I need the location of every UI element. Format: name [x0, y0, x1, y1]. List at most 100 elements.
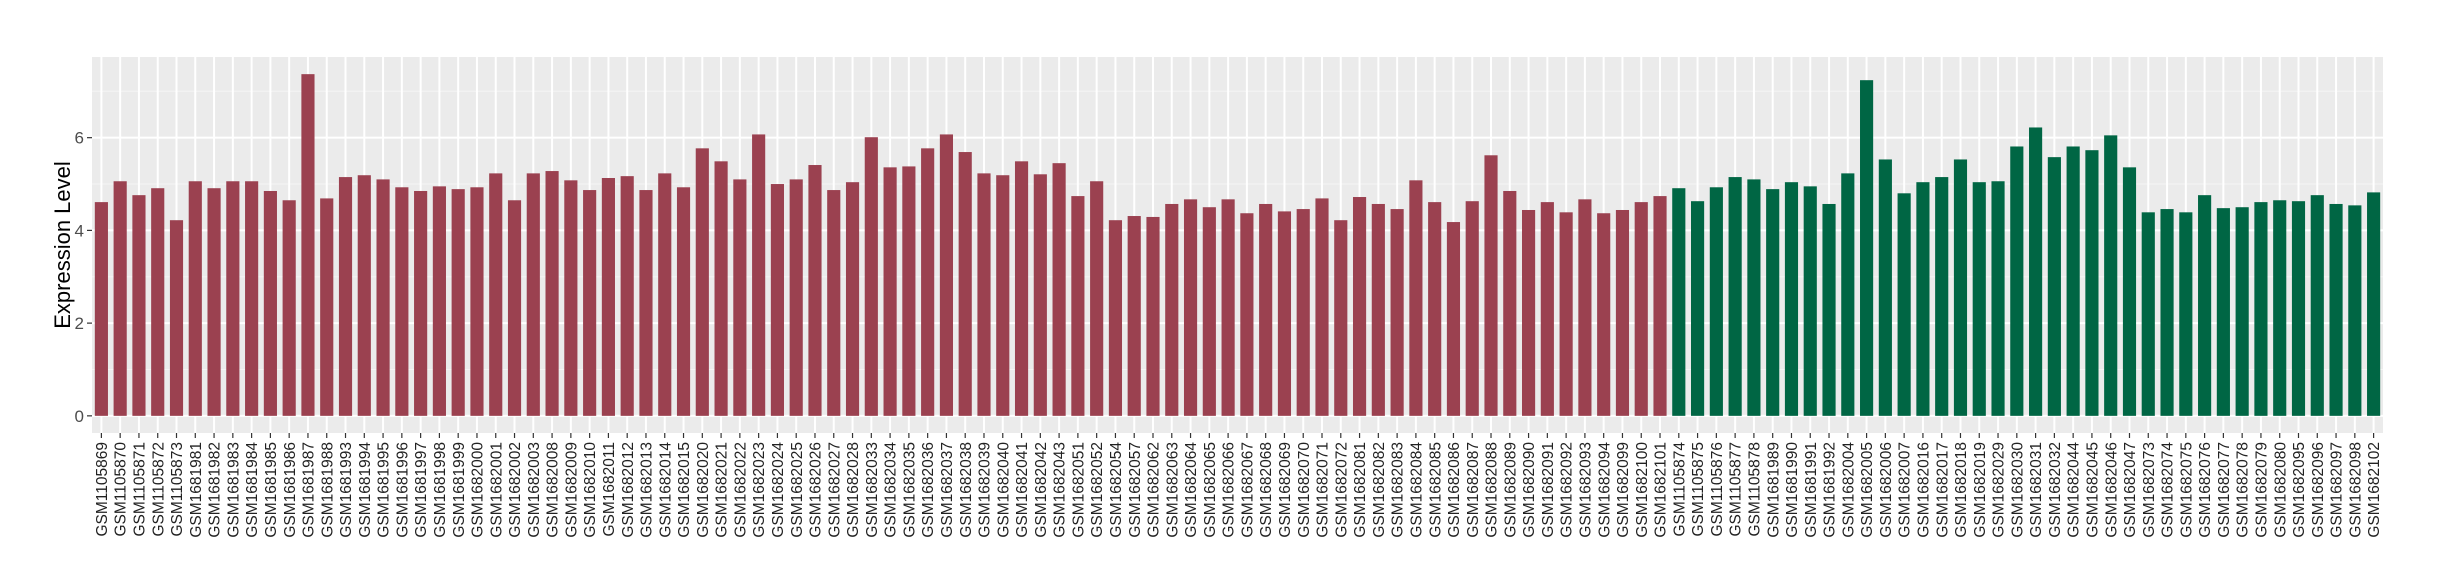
bar	[1521, 209, 1536, 416]
x-tick-label: GSM1682009	[563, 442, 580, 538]
x-tick-label: GSM1682086	[1446, 442, 1463, 538]
y-tick-label: 2	[75, 314, 84, 333]
x-tick-label: GSM1682037	[939, 442, 956, 538]
x-tick-label: GSM1682045	[2085, 442, 2102, 538]
bar	[1202, 207, 1216, 416]
bar	[245, 181, 259, 416]
bar	[1841, 173, 1855, 416]
bar	[451, 189, 465, 416]
x-tick-label: GSM1682088	[1484, 442, 1501, 538]
bar	[1822, 203, 1836, 416]
x-tick-label: GSM1681983	[225, 442, 242, 538]
bar	[132, 195, 146, 416]
x-tick-label: GSM1682052	[1089, 442, 1106, 538]
x-tick-label: GSM1682097	[2329, 442, 2346, 538]
x-tick-label: GSM1682068	[1258, 442, 1275, 538]
x-tick-label: GSM1682024	[770, 442, 787, 538]
bar	[1352, 197, 1367, 416]
x-tick-label: GSM1682034	[883, 442, 900, 538]
bar	[1935, 177, 1949, 416]
x-tick-label: GSM1681990	[1784, 442, 1801, 538]
x-tick-label: GSM1682085	[1427, 442, 1444, 538]
bar	[2160, 209, 2174, 416]
x-tick-label: GSM1682029	[1991, 442, 2008, 538]
x-tick-label: GSM1681999	[451, 442, 468, 538]
bar	[1221, 199, 1235, 416]
x-tick-label: GSM1682028	[845, 442, 862, 538]
bar	[1916, 182, 1930, 416]
x-tick-label: GSM1105873	[169, 442, 186, 537]
bar	[845, 182, 860, 416]
bar	[1953, 159, 1968, 416]
x-tick-label: GSM1682075	[2178, 442, 2195, 538]
bar	[1728, 177, 1742, 416]
bar	[320, 198, 334, 416]
bar	[733, 179, 747, 416]
x-tick-label: GSM1682083	[1390, 442, 1407, 538]
bar	[1296, 209, 1310, 416]
x-tick-label: GSM1682031	[2028, 442, 2045, 538]
bar	[1784, 182, 1799, 416]
bar	[1033, 174, 1047, 416]
x-tick-label: GSM1682090	[1521, 442, 1538, 538]
x-tick-label: GSM1105870	[113, 442, 130, 537]
x-tick-label: GSM1682035	[901, 442, 918, 538]
bar	[1709, 187, 1723, 416]
bar	[1165, 203, 1179, 416]
x-tick-label: GSM1681989	[1765, 442, 1782, 538]
bar	[526, 173, 540, 416]
bar	[808, 165, 822, 416]
x-tick-label: GSM1682100	[1634, 442, 1651, 538]
bar	[2273, 200, 2287, 416]
x-tick-label: GSM1681996	[394, 442, 411, 538]
x-tick-label: GSM1105871	[132, 442, 149, 537]
bar	[414, 190, 428, 416]
x-tick-label: GSM1682016	[1916, 442, 1933, 538]
x-tick-label: GSM1682039	[977, 442, 994, 538]
x-tick-label: GSM1682081	[1352, 442, 1369, 538]
bar	[2047, 157, 2061, 416]
bar	[1503, 190, 1517, 416]
bar	[263, 190, 277, 416]
bar	[1259, 203, 1273, 416]
x-tick-label: GSM1682022	[732, 442, 749, 538]
bar	[1972, 182, 1986, 416]
x-tick-label: GSM1682010	[582, 442, 599, 538]
bar	[395, 187, 409, 416]
x-tick-label: GSM1682011	[601, 442, 618, 537]
bar	[470, 187, 484, 416]
bar	[1540, 202, 1554, 416]
bar	[2254, 202, 2268, 416]
y-tick-label: 0	[75, 407, 84, 426]
x-tick-label: GSM1682065	[1202, 442, 1219, 538]
bar	[620, 176, 634, 416]
bar	[996, 175, 1010, 416]
bar	[1766, 189, 1780, 416]
bar	[1860, 80, 1874, 416]
x-tick-label: GSM1682057	[1127, 442, 1144, 538]
bar	[432, 186, 446, 416]
bar	[338, 177, 353, 416]
x-tick-label: GSM1682069	[1277, 442, 1294, 538]
bar	[2367, 192, 2381, 416]
bar	[2010, 146, 2024, 416]
x-tick-label: GSM1682079	[2254, 442, 2271, 538]
x-tick-label: GSM1682051	[1070, 442, 1087, 538]
x-tick-label: GSM1682092	[1559, 442, 1576, 538]
x-tick-label: GSM1105877	[1728, 442, 1745, 537]
bar	[1371, 203, 1385, 416]
x-tick-label: GSM1682067	[1239, 442, 1256, 538]
bar	[2066, 146, 2080, 416]
x-tick-label: GSM1682026	[808, 442, 825, 538]
bar	[94, 202, 108, 416]
bar	[113, 181, 127, 416]
x-tick-label: GSM1682000	[470, 442, 487, 538]
bar	[1052, 163, 1066, 416]
bar	[639, 190, 653, 416]
bar	[2310, 195, 2324, 416]
bar	[902, 166, 916, 416]
x-tick-label: GSM1682002	[507, 442, 524, 538]
x-tick-label: GSM1681981	[188, 442, 205, 538]
bar	[977, 173, 991, 416]
bars	[94, 74, 2381, 416]
